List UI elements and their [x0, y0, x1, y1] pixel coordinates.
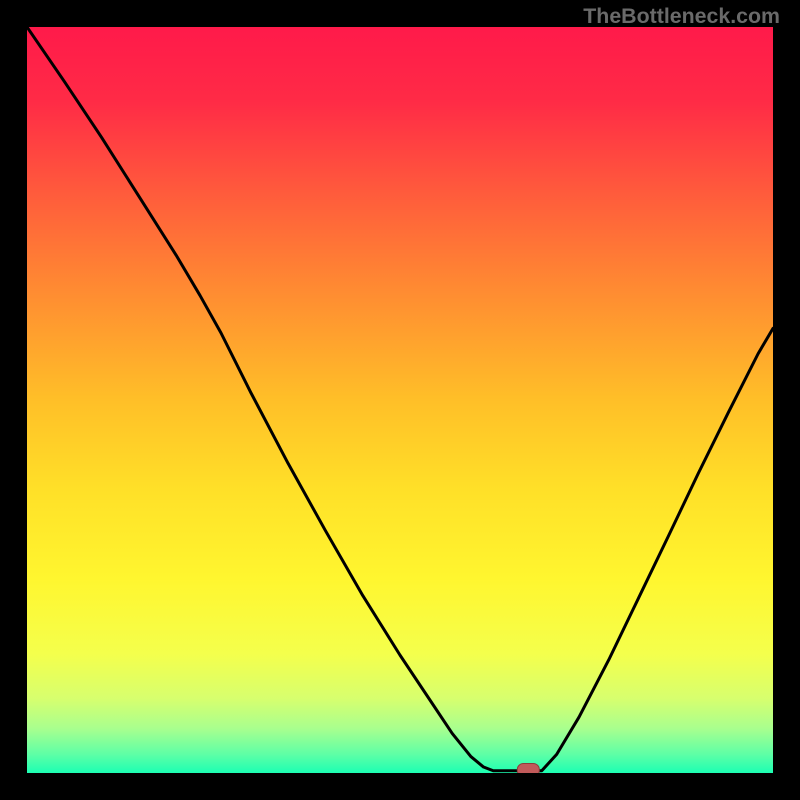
chart-frame: TheBottleneck.com [0, 0, 800, 800]
gradient-background [27, 27, 773, 773]
minimum-marker [517, 764, 539, 773]
plot-svg [27, 27, 773, 773]
plot-area [27, 27, 773, 773]
watermark-text: TheBottleneck.com [583, 4, 780, 29]
